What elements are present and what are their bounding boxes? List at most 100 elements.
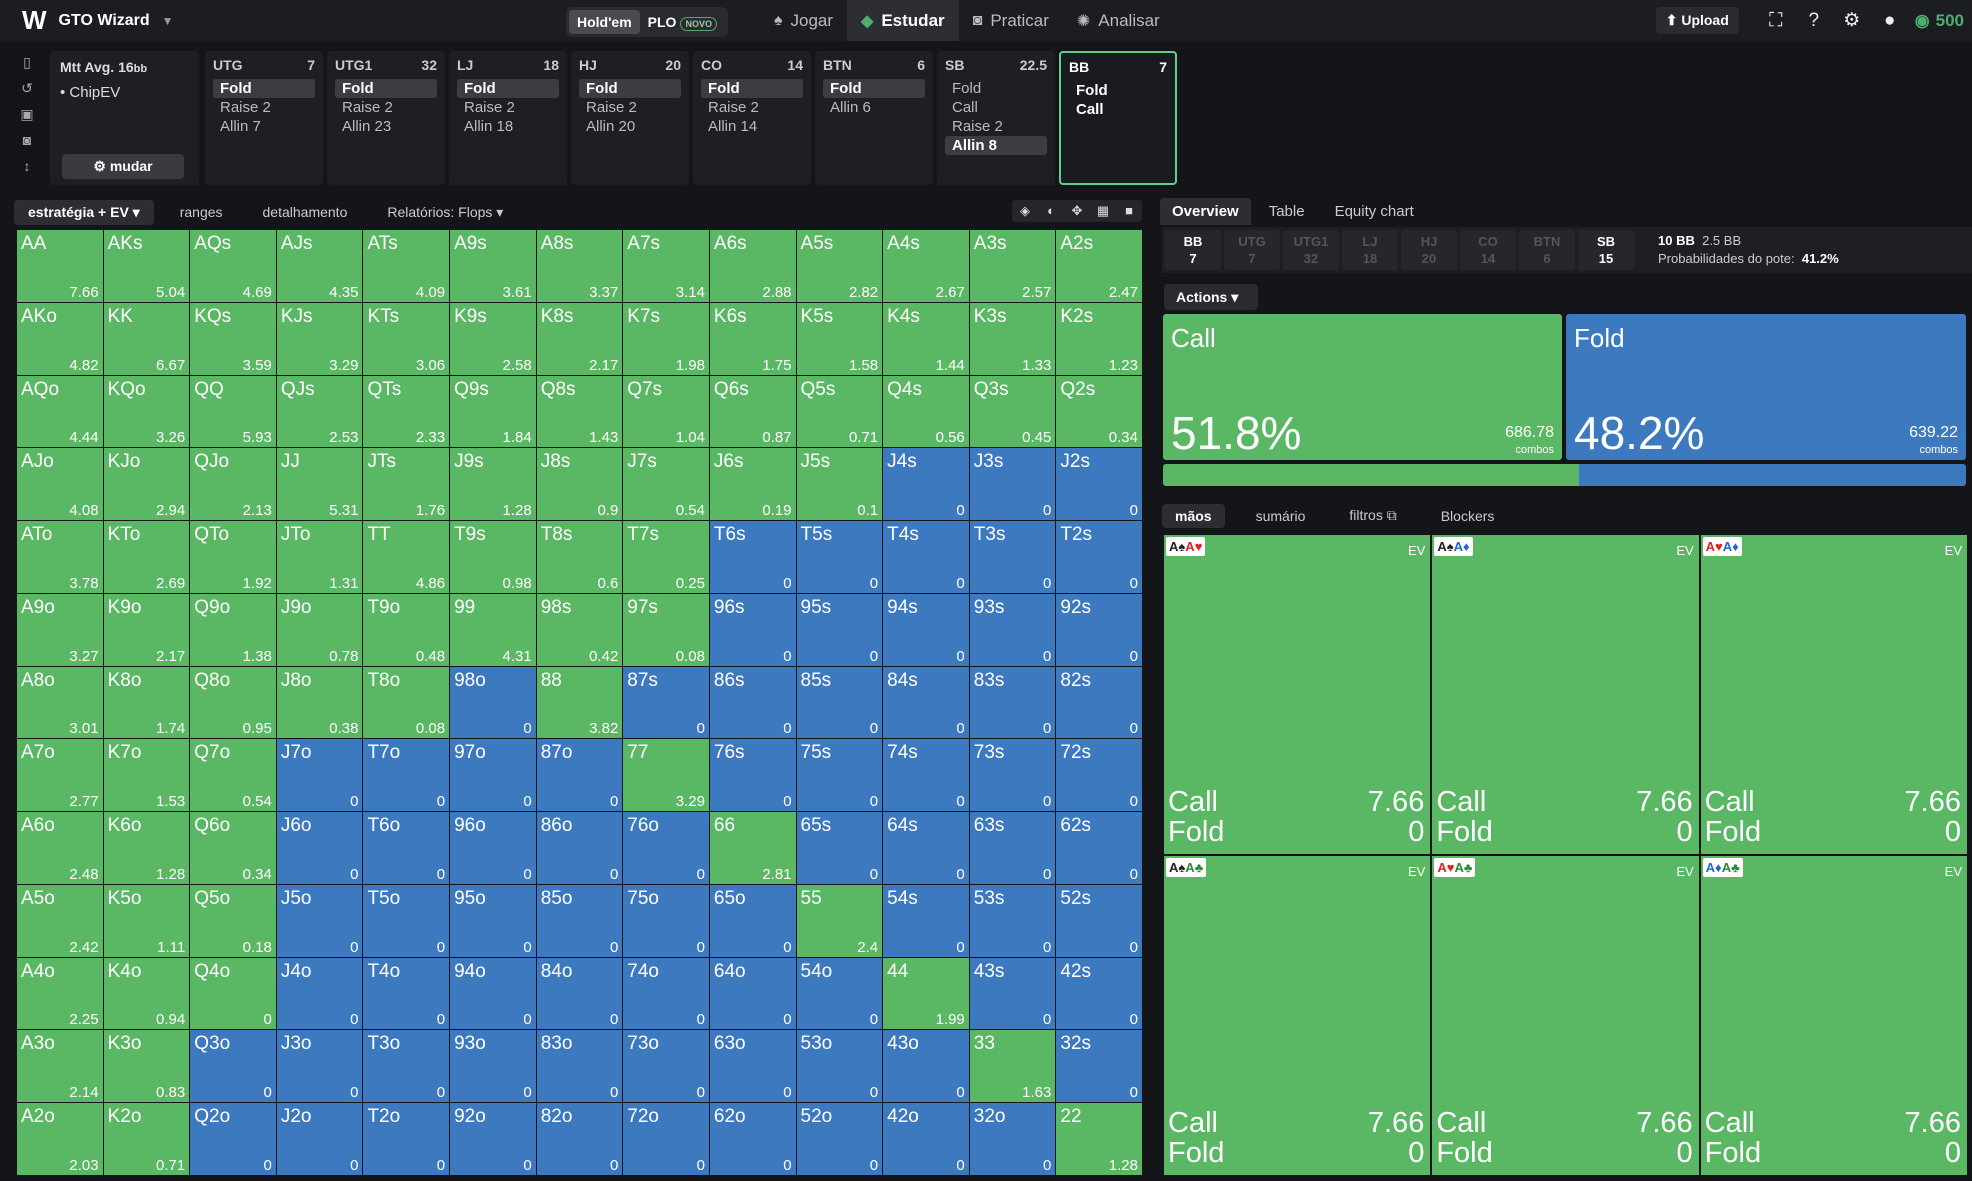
hand-cell[interactable]: J2o 0 [276, 1103, 363, 1175]
tab-filters[interactable]: filtros ⧉ [1336, 503, 1409, 528]
hand-cell[interactable]: 87s 0 [623, 666, 709, 739]
hand-cell[interactable]: Q4s 0.56 [883, 375, 969, 448]
position-action[interactable]: Allin 18 [464, 118, 514, 135]
position-chip-hj[interactable]: HJ 20 [1401, 230, 1457, 270]
hand-cell[interactable]: K4s 1.44 [883, 302, 969, 375]
position-action[interactable]: Allin 6 [830, 99, 871, 116]
upload-button[interactable]: ⬆ Upload [1655, 7, 1739, 34]
hand-cell[interactable]: 77 3.29 [623, 739, 709, 812]
hand-cell[interactable]: A9o 3.27 [17, 593, 103, 666]
position-action[interactable]: Allin 23 [342, 118, 392, 135]
call-action-summary[interactable]: Call 51.8% 686.78 combos [1163, 314, 1562, 460]
hand-cell[interactable]: T4o 0 [363, 957, 450, 1030]
hand-cell[interactable]: 62o 0 [709, 1103, 796, 1175]
hand-cell[interactable]: J3o 0 [276, 1030, 363, 1103]
square-view-icon[interactable]: ■ [1125, 203, 1133, 218]
tab-blockers[interactable]: Blockers [1440, 507, 1495, 524]
hand-cell[interactable]: 98o 0 [450, 666, 536, 739]
hand-cell[interactable]: T5o 0 [363, 884, 450, 957]
hand-cell[interactable]: A6o 2.48 [17, 812, 103, 884]
hand-cell[interactable]: T3o 0 [363, 1030, 450, 1103]
hand-cell[interactable]: J8s 0.9 [536, 448, 623, 521]
hand-cell[interactable]: J5s 0.1 [796, 448, 883, 521]
user-account-icon[interactable]: ● [1884, 9, 1896, 31]
holdem-toggle[interactable]: Hold'em [569, 10, 640, 34]
nav-praticar[interactable]: ◙ Praticar [959, 0, 1063, 41]
3d-view-icon[interactable]: ◈ [1020, 203, 1030, 218]
hand-cell[interactable]: QJo 2.13 [190, 448, 276, 521]
hand-cell[interactable]: 88 3.82 [536, 666, 623, 739]
nav-estudar[interactable]: ◆ Estudar [847, 0, 959, 41]
hand-cell[interactable]: T2s 0 [1056, 521, 1142, 593]
hand-cell[interactable]: T3s 0 [969, 521, 1056, 593]
position-action[interactable]: Allin 20 [586, 118, 636, 135]
position-card-sb[interactable]: SB 22.5 Fold Call Raise 2 Allin 8 [937, 51, 1055, 185]
hand-cell[interactable]: 97s 0.08 [623, 593, 709, 666]
position-action[interactable]: Allin 8 [945, 136, 1047, 155]
position-chip-co[interactable]: CO 14 [1460, 230, 1516, 270]
hand-cell[interactable]: 94s 0 [883, 593, 969, 666]
combo-card[interactable]: A♠A♥ EV Call 7.66 Fold 0 [1164, 535, 1431, 854]
hand-cell[interactable]: 97o 0 [450, 739, 536, 812]
position-action[interactable]: Fold [579, 79, 681, 98]
hand-cell[interactable]: JTs 1.76 [363, 448, 450, 521]
position-card-co[interactable]: CO 14 Fold Raise 2 Allin 14 [693, 51, 811, 185]
hand-cell[interactable]: Q2o 0 [190, 1103, 276, 1175]
screenshot-icon[interactable]: ⛶ [1769, 9, 1783, 31]
hand-cell[interactable]: AJo 4.08 [17, 448, 103, 521]
hand-cell[interactable]: Q9s 1.84 [450, 375, 536, 448]
hand-cell[interactable]: 82s 0 [1056, 666, 1142, 739]
hand-cell[interactable]: 54o 0 [796, 957, 883, 1030]
position-chip-lj[interactable]: LJ 18 [1342, 230, 1398, 270]
position-action[interactable]: Fold [1076, 82, 1108, 99]
tab-breakdown[interactable]: detalhamento [262, 204, 348, 220]
hand-cell[interactable]: JJ 5.31 [276, 448, 363, 521]
hand-cell[interactable]: 63o 0 [709, 1030, 796, 1103]
hand-cell[interactable]: A2s 2.47 [1056, 230, 1142, 302]
hand-cell[interactable]: K5o 1.11 [103, 884, 190, 957]
contrast-icon[interactable]: ◐ [1047, 203, 1055, 218]
hand-cell[interactable]: J3s 0 [969, 448, 1056, 521]
hand-cell[interactable]: K6o 1.28 [103, 812, 190, 884]
hand-cell[interactable]: AQo 4.44 [17, 375, 103, 448]
hand-cell[interactable]: 73s 0 [969, 739, 1056, 812]
hand-cell[interactable]: 84s 0 [883, 666, 969, 739]
save-icon[interactable]: ▣ [20, 106, 34, 122]
hand-cell[interactable]: A8s 3.37 [536, 230, 623, 302]
hand-cell[interactable]: ATo 3.78 [17, 521, 103, 593]
hand-cell[interactable]: 76s 0 [709, 739, 796, 812]
hand-cell[interactable]: J6o 0 [276, 812, 363, 884]
hand-cell[interactable]: J7s 0.54 [623, 448, 709, 521]
position-chip-utg1[interactable]: UTG1 32 [1283, 230, 1339, 270]
hand-cell[interactable]: TT 4.86 [363, 521, 450, 593]
history-icon[interactable]: ↺ [21, 80, 33, 96]
hand-cell[interactable]: 87o 0 [536, 739, 623, 812]
hand-cell[interactable]: KK 6.67 [103, 302, 190, 375]
hand-cell[interactable]: T8s 0.6 [536, 521, 623, 593]
hand-cell[interactable]: 72s 0 [1056, 739, 1142, 812]
combo-card[interactable]: A♠A♣ EV Call 7.66 Fold 0 [1164, 856, 1431, 1175]
hand-cell[interactable]: 72o 0 [623, 1103, 709, 1175]
hand-cell[interactable]: JTo 1.31 [276, 521, 363, 593]
hand-cell[interactable]: K9s 2.58 [450, 302, 536, 375]
position-chip-sb[interactable]: SB 15 [1578, 230, 1634, 270]
hand-cell[interactable]: QJs 2.53 [276, 375, 363, 448]
hand-cell[interactable]: KQo 3.26 [103, 375, 190, 448]
position-action[interactable]: Call [952, 99, 978, 116]
app-brand[interactable]: W GTO Wizard ▼ [22, 5, 212, 36]
hand-cell[interactable]: 33 1.63 [969, 1030, 1056, 1103]
position-chip-btn[interactable]: BTN 6 [1519, 230, 1575, 270]
hand-cell[interactable]: 93s 0 [969, 593, 1056, 666]
bookmark-icon[interactable]: ▯ [23, 54, 31, 70]
hand-cell[interactable]: 32o 0 [969, 1103, 1056, 1175]
hand-cell[interactable]: 53s 0 [969, 884, 1056, 957]
hand-cell[interactable]: J5o 0 [276, 884, 363, 957]
position-action[interactable]: Raise 2 [586, 99, 637, 116]
position-action[interactable]: Raise 2 [952, 118, 1003, 135]
position-action[interactable]: Raise 2 [708, 99, 759, 116]
hand-cell[interactable]: K3s 1.33 [969, 302, 1056, 375]
position-card-bb[interactable]: BB 7 Fold Call [1059, 51, 1177, 185]
hand-cell[interactable]: 52s 0 [1056, 884, 1142, 957]
hand-cell[interactable]: 93o 0 [450, 1030, 536, 1103]
hand-cell[interactable]: 95o 0 [450, 884, 536, 957]
